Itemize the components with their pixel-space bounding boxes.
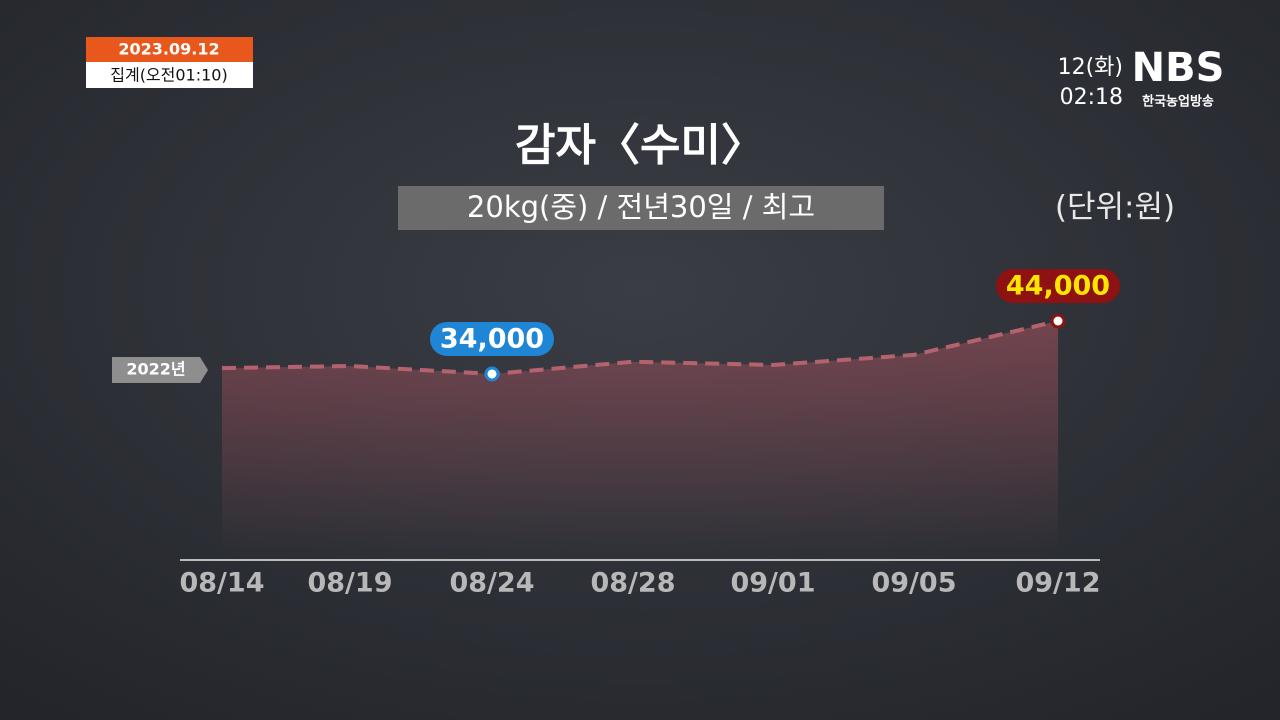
day: 12(화) [1058,55,1123,80]
x-tick-label: 08/19 [307,568,392,599]
x-tick-label: 08/24 [449,568,534,599]
logo-sub: 한국농업방송 [1142,94,1214,110]
value-label-box [430,321,554,356]
time: 02:18 [1060,85,1123,110]
logo: NBS [1132,45,1225,91]
value-label: 44,000 [1006,271,1110,302]
tally: 집계(오전01:10) [110,66,227,85]
point [484,366,500,382]
legend-label: 2022년 [126,360,185,379]
x-tick-label: 08/28 [590,568,675,599]
x-tick-label: 09/05 [871,568,956,599]
chart-title: 감자〈수미〉 [515,120,765,171]
value-label: 34,000 [440,323,544,354]
unit: (단위:원) [1055,190,1175,226]
point [1050,313,1066,329]
date: 2023.09.12 [118,40,219,59]
x-tick-label: 09/12 [1015,568,1100,599]
x-tick-label: 09/01 [730,568,815,599]
date-box [86,37,253,62]
value-label-box [996,269,1120,303]
subtitle-box [398,186,884,230]
tally-box [86,62,253,88]
line [221,319,1059,376]
subtitle: 20kg(중) / 전년30일 / 최고 [467,190,815,224]
x-tick-label: 08/14 [179,568,264,599]
series-tag [112,357,208,383]
area [222,321,1058,554]
